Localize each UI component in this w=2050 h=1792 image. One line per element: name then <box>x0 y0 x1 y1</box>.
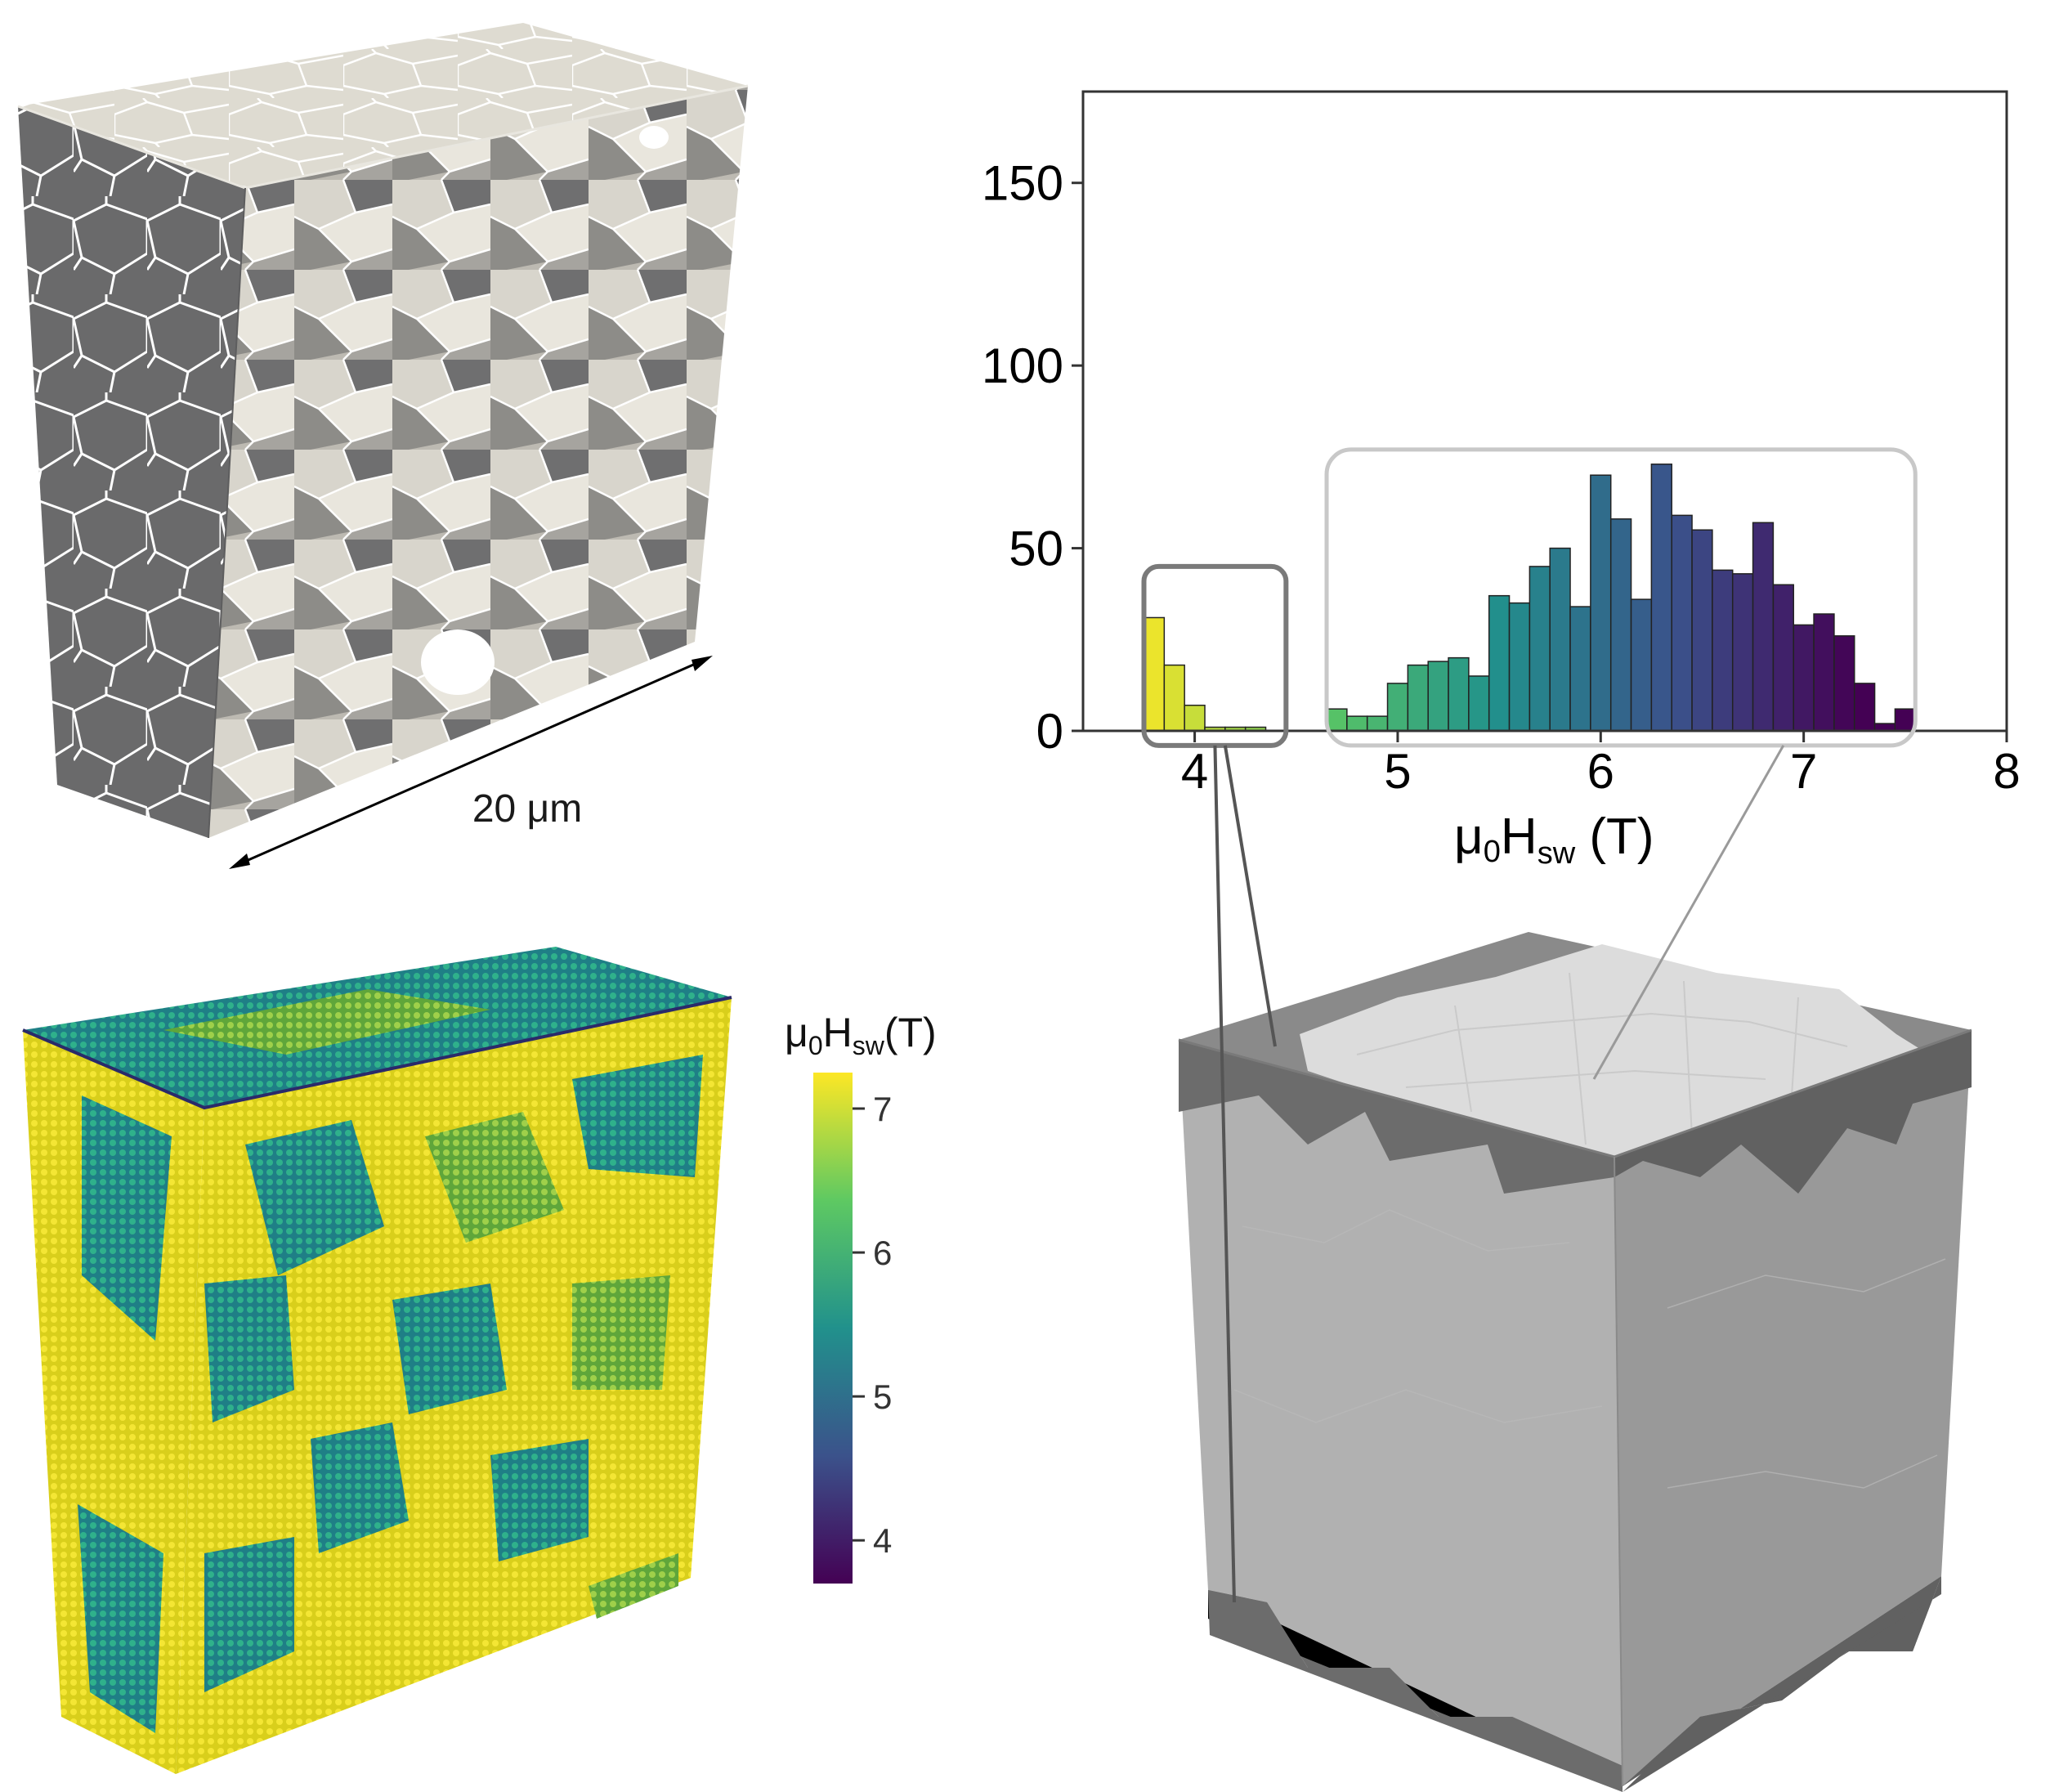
x-tick-label: 5 <box>1384 744 1411 799</box>
colorbar-gradient <box>813 1073 853 1584</box>
histogram-bar <box>1468 675 1490 732</box>
switching-field-map-panel: μ0Hsw(T) 7 6 5 4 <box>0 932 981 1792</box>
void-spot <box>639 126 669 149</box>
grain-cube-panel <box>1144 899 2050 1792</box>
histogram-bar <box>1508 602 1531 732</box>
histogram-bar <box>1813 613 1835 732</box>
block-side-face <box>18 106 245 838</box>
histogram-chart: 4 5 6 7 8 0 50 100 150 μ0Hsw (T) <box>982 90 2021 871</box>
histogram-bar <box>1529 566 1551 732</box>
colorbar-tick-label: 7 <box>873 1090 892 1128</box>
histogram-bar <box>1853 683 1876 732</box>
histogram-bar <box>1549 547 1571 732</box>
x-tick-label: 8 <box>1993 744 2020 799</box>
grain-cube-render <box>1178 932 1972 1792</box>
block-top-face <box>18 23 748 188</box>
grain-microstructure-panel: 20 μm <box>0 0 817 899</box>
histogram-bar <box>1671 514 1693 732</box>
y-axis-ticks: 0 50 100 150 <box>982 156 1083 759</box>
grain-microstructure-render: 20 μm <box>17 23 749 869</box>
x-tick-label: 4 <box>1181 744 1208 799</box>
histogram-bar <box>1894 708 1916 732</box>
scale-bar-label: 20 μm <box>472 787 582 831</box>
histogram-bar <box>1326 708 1348 732</box>
scale-bar-arrow <box>229 656 713 869</box>
colorbar-tick-label: 4 <box>873 1521 892 1560</box>
y-tick-label: 150 <box>982 156 1063 211</box>
histogram-bar <box>1731 573 1754 732</box>
histogram-bar <box>1752 522 1775 732</box>
histogram-bar <box>1609 518 1632 732</box>
y-tick-label: 100 <box>982 338 1063 393</box>
histogram-bar <box>1772 584 1794 732</box>
cube-left-face <box>1179 1040 1623 1786</box>
histogram-bar <box>1163 664 1185 732</box>
switching-field-map-render: μ0Hsw(T) 7 6 5 4 <box>22 947 937 1774</box>
histogram-bar <box>1650 464 1672 732</box>
histogram-bar <box>1569 606 1591 732</box>
histogram-bar <box>1630 598 1653 732</box>
x-tick-label: 7 <box>1790 744 1817 799</box>
histogram-bars <box>1143 464 1916 732</box>
cube-right-face <box>1614 1030 1972 1786</box>
x-axis-ticks: 4 5 6 7 8 <box>1181 731 2021 799</box>
histogram-bar <box>1488 594 1511 732</box>
switching-field-histogram: 4 5 6 7 8 0 50 100 150 μ0Hsw (T) <box>948 74 2050 891</box>
block-front-face <box>208 86 748 838</box>
x-tick-label: 6 <box>1587 744 1614 799</box>
histogram-bar <box>1590 474 1612 732</box>
y-tick-label: 50 <box>1009 522 1063 576</box>
histogram-bar <box>1448 656 1470 732</box>
colorbar-title: μ0Hsw(T) <box>785 1010 937 1060</box>
plot-frame <box>1081 90 2008 732</box>
y-tick-label: 0 <box>1036 704 1063 759</box>
histogram-bar <box>1833 635 1855 732</box>
histogram-bar <box>1427 661 1449 732</box>
x-axis-label: μ0Hsw (T) <box>1454 809 1654 871</box>
void-spot <box>421 629 495 695</box>
colorbar-tick-label: 5 <box>873 1378 892 1416</box>
histogram-bar <box>1143 616 1166 732</box>
histogram-bar <box>1184 704 1206 732</box>
histogram-bar <box>1366 715 1389 732</box>
histogram-bar <box>1691 529 1713 732</box>
histogram-bar <box>1407 664 1429 732</box>
colorbar-tick-label: 6 <box>873 1234 892 1272</box>
histogram-bar <box>1386 683 1409 732</box>
histogram-bar <box>1346 715 1368 732</box>
histogram-bar <box>1793 624 1815 732</box>
histogram-bar <box>1712 569 1734 732</box>
colorbar: μ0Hsw(T) 7 6 5 4 <box>785 1010 937 1584</box>
